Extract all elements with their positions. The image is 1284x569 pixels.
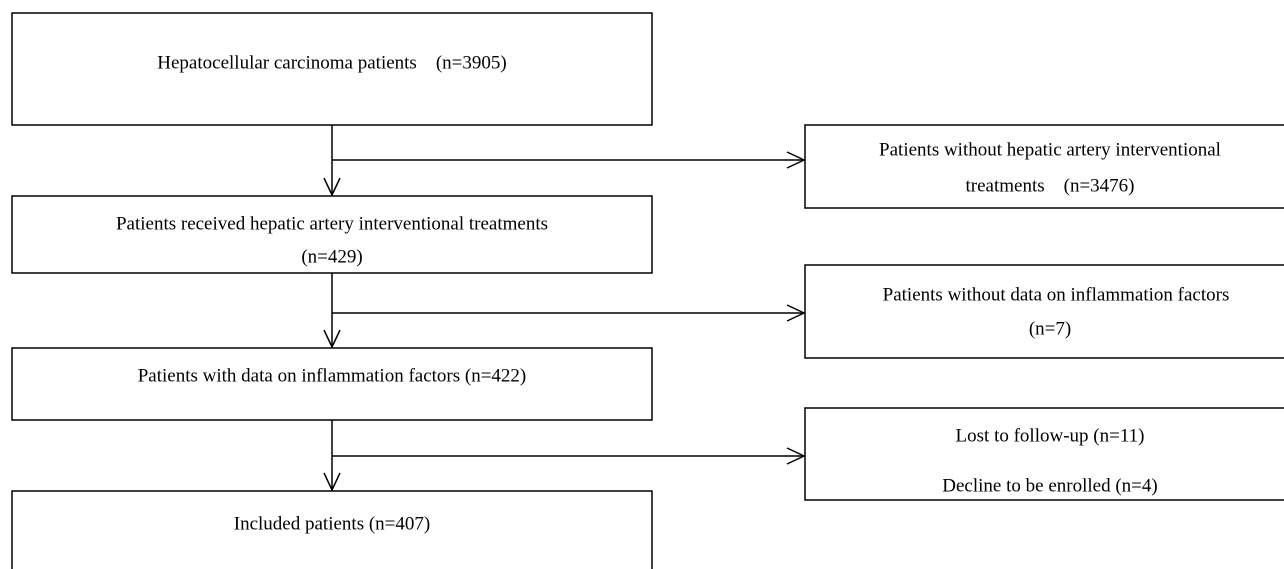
arrowhead: [323, 472, 341, 492]
arrowhead: [786, 304, 806, 322]
box: [804, 264, 1284, 359]
node-label: Included patients (n=407): [234, 513, 430, 534]
node-label: Patients with data on inflammation facto…: [138, 365, 527, 386]
box: [804, 407, 1284, 501]
box: [804, 124, 1284, 209]
node-label: Patients without data on inflammation fa…: [883, 284, 1230, 305]
node-label: Patients without hepatic artery interven…: [879, 139, 1221, 160]
arrowhead: [323, 329, 341, 349]
arrowhead: [323, 177, 341, 197]
node-label: (n=7): [1029, 318, 1071, 339]
node-label: Patients received hepatic artery interve…: [116, 213, 548, 234]
arrowhead: [786, 151, 806, 169]
node-label: Hepatocellular carcinoma patients (n=390…: [157, 52, 506, 73]
node-label: (n=429): [301, 246, 362, 267]
box: [11, 490, 653, 569]
arrowhead: [786, 447, 806, 465]
box: [11, 12, 653, 126]
node-label: Lost to follow-up (n=11): [956, 425, 1145, 446]
box: [11, 347, 653, 421]
node-label: Decline to be enrolled (n=4): [942, 475, 1157, 496]
node-label: treatments (n=3476): [965, 175, 1134, 196]
